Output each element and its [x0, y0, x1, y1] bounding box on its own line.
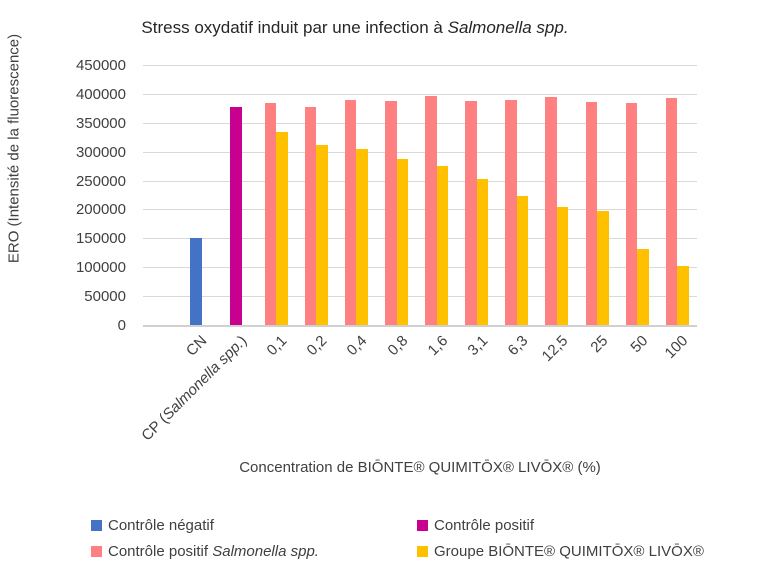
legend-item-s0: Contrôle négatif [91, 517, 214, 534]
legend-swatch [417, 520, 428, 531]
bar-s3-100 [677, 266, 689, 325]
bar-s2-25 [585, 101, 597, 325]
bar-s3-1,6 [436, 166, 449, 325]
y-tick-label: 300000 [75, 143, 126, 161]
y-tick-label: 50000 [84, 288, 126, 306]
y-tick-label: 450000 [75, 57, 126, 74]
bar-s2-0,2 [304, 107, 317, 325]
bar-s2-0,1 [264, 103, 277, 325]
bar-s3-6,3 [516, 196, 529, 325]
bar-s3-0,2 [316, 144, 328, 325]
legend-swatch [417, 546, 428, 557]
y-gridline [143, 122, 697, 124]
bar-s3-25 [597, 210, 609, 325]
y-gridline [143, 296, 697, 298]
legend-swatch [91, 520, 102, 531]
bar-s2-1,6 [425, 95, 437, 325]
chart-title-italic-text: Salmonella spp. [447, 18, 569, 37]
y-gridline [143, 267, 697, 269]
bar-s3-3,1 [476, 178, 489, 325]
chart-title: Stress oxydatif induit par une infection… [60, 18, 650, 38]
bar-s2-3,1 [465, 100, 477, 325]
y-tick-label: 100000 [75, 259, 126, 277]
y-tick-label: 350000 [75, 114, 126, 132]
bar-s2-0,8 [385, 100, 397, 325]
y-gridline [143, 180, 697, 182]
y-gridline [143, 65, 697, 66]
y-tick-label: 400000 [75, 85, 126, 103]
bar-s1-CP (Salmonella spp.) [230, 106, 242, 325]
bar-s2-12,5 [545, 97, 557, 325]
chart-title-text: Stress oxydatif induit par une infection… [141, 18, 448, 37]
y-gridline [143, 209, 697, 211]
bar-s2-0,4 [344, 100, 357, 325]
y-tick-label: 250000 [75, 172, 126, 190]
y-gridline [143, 151, 697, 153]
y-tick-label: 0 [117, 317, 126, 334]
bar-s2-100 [665, 97, 678, 325]
bar-s3-0,1 [276, 132, 288, 325]
y-gridline [143, 238, 697, 240]
legend-item-s2: Contrôle positif Salmonella spp. [91, 543, 319, 560]
bar-s3-0,8 [396, 159, 408, 325]
x-axis-title: Concentration de BIŌNTE® QUIMITŌX® LIVŌX… [239, 459, 601, 476]
x-axis-line [143, 325, 697, 327]
bar-s3-12,5 [556, 206, 569, 325]
bar-s2-50 [625, 103, 638, 325]
legend-item-s1: Contrôle positif [417, 517, 534, 534]
legend-swatch [91, 546, 102, 557]
bar-s3-0,4 [356, 149, 368, 325]
y-tick-label: 200000 [75, 201, 126, 219]
bar-s0-CN [190, 238, 202, 325]
y-gridline [143, 93, 697, 95]
bar-s3-50 [637, 249, 649, 325]
bar-s2-6,3 [505, 99, 517, 325]
y-tick-label: 150000 [75, 230, 126, 248]
legend-item-s3: Groupe BIŌNTE® QUIMITŌX® LIVŌX® [417, 543, 704, 560]
